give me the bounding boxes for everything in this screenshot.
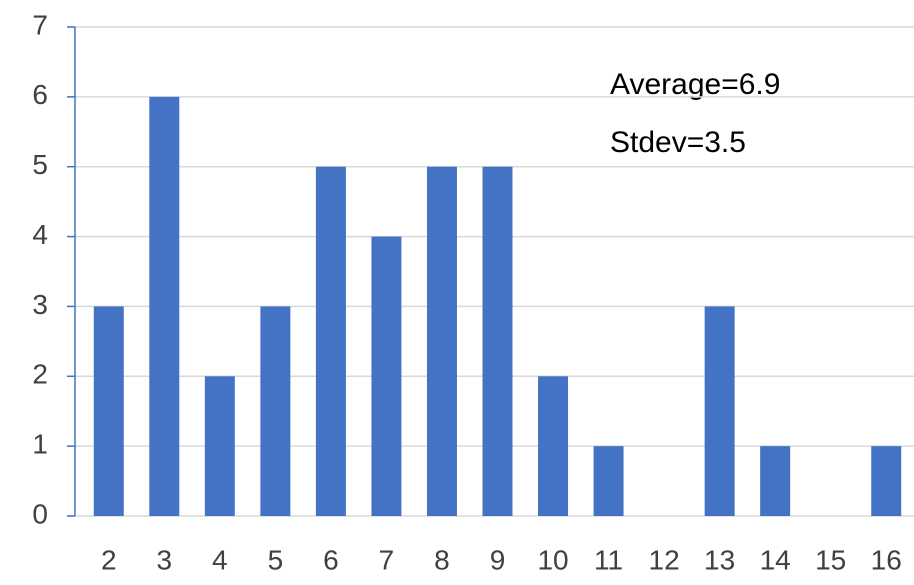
bar [538, 376, 569, 516]
x-tick-label: 3 [157, 544, 173, 575]
x-tick-label: 12 [649, 544, 680, 575]
x-tick-label: 5 [268, 544, 284, 575]
x-tick-label: 10 [537, 544, 568, 575]
x-tick-label: 13 [704, 544, 735, 575]
x-tick-label: 2 [101, 544, 117, 575]
x-tick-label: 15 [815, 544, 846, 575]
bar [371, 236, 402, 517]
bar [315, 166, 346, 516]
annotation: Stdev=3.5 [610, 126, 746, 159]
y-tick-label: 3 [32, 289, 48, 320]
y-tick-label: 6 [32, 79, 48, 110]
x-tick-label: 7 [379, 544, 395, 575]
bar [871, 446, 902, 516]
y-tick-label: 1 [32, 429, 48, 460]
x-tick-label: 11 [594, 544, 623, 575]
bar [149, 96, 180, 516]
y-tick-label: 5 [32, 149, 48, 180]
annotation: Average=6.9 [610, 68, 780, 101]
y-tick-label: 0 [32, 498, 48, 529]
bar [426, 166, 457, 516]
bar [260, 306, 291, 516]
x-tick-label: 14 [760, 544, 791, 575]
bar [593, 446, 624, 516]
x-tick-label: 6 [323, 544, 339, 575]
bar [704, 306, 735, 516]
bar [204, 376, 235, 516]
bar [93, 306, 124, 516]
bar [482, 166, 513, 516]
y-tick-label: 7 [32, 9, 48, 40]
x-tick-label: 8 [434, 544, 450, 575]
bar [760, 446, 791, 516]
x-tick-label: 16 [871, 544, 902, 575]
y-tick-label: 4 [32, 219, 48, 250]
x-tick-label: 4 [212, 544, 228, 575]
y-tick-label: 2 [32, 359, 48, 390]
x-tick-label: 9 [490, 544, 506, 575]
